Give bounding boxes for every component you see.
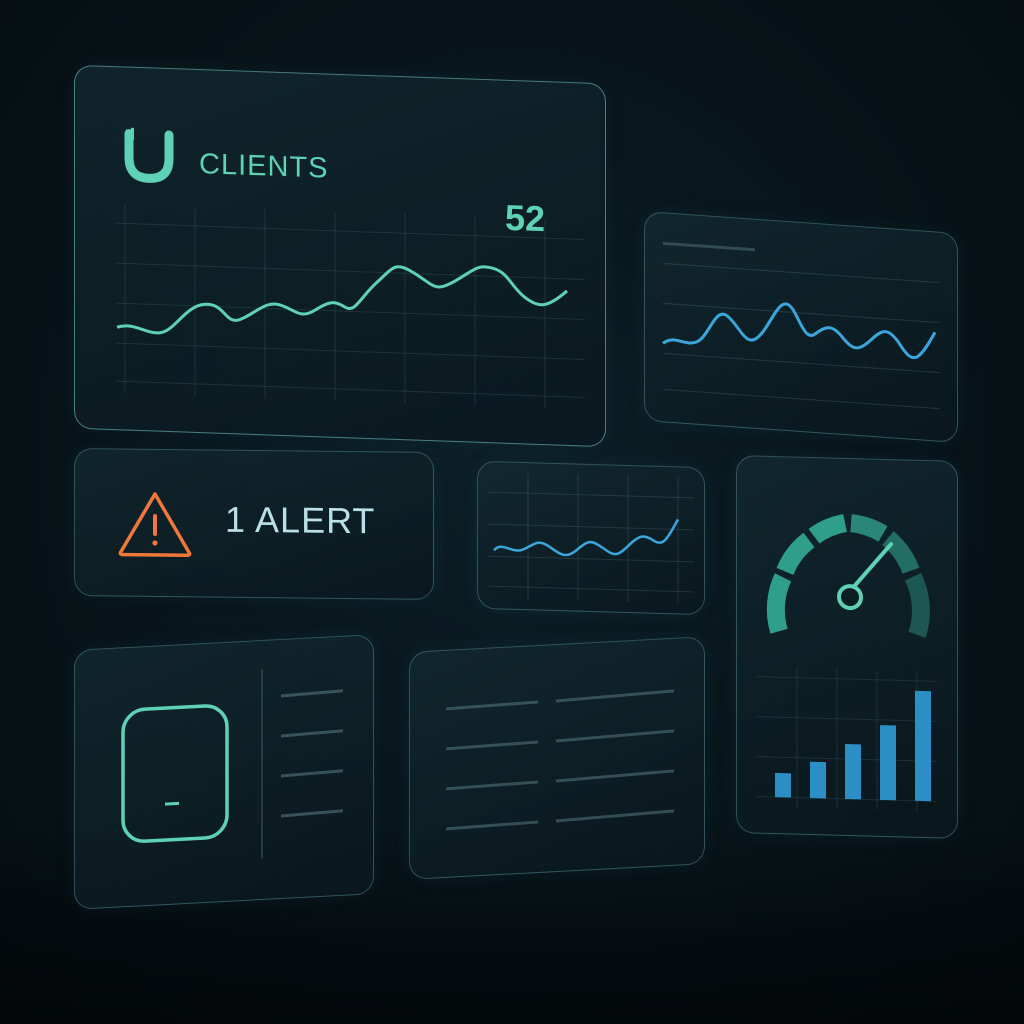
bar-1 [775, 772, 791, 798]
list-lines [445, 689, 675, 831]
mini-trend-card[interactable] [477, 460, 705, 616]
alert-text: 1 ALERT [225, 498, 376, 542]
clients-chart [115, 203, 585, 409]
traffic-trend-line [662, 302, 937, 360]
speedometer-icon [766, 514, 930, 638]
bar-3 [845, 743, 861, 800]
mini-trend-chart [488, 473, 694, 604]
traffic-card[interactable] [644, 211, 958, 443]
mini-trend-line [493, 518, 680, 557]
traffic-title-line [663, 241, 755, 252]
clients-label: CLIENTS [199, 148, 329, 185]
clients-card[interactable]: CLIENTS 52 [74, 64, 606, 448]
ubiquiti-u-icon [124, 127, 174, 183]
alert-card[interactable]: 1 ALERT [74, 448, 434, 600]
traffic-chart [662, 241, 939, 410]
device-details-lines [281, 689, 344, 818]
device-divider [261, 668, 263, 860]
bar-chart [757, 667, 937, 811]
device-card[interactable] [74, 634, 374, 910]
warning-triangle-icon [118, 492, 192, 558]
access-point-device-icon [121, 704, 229, 843]
bar-4 [880, 725, 896, 801]
clients-trend-line [116, 265, 569, 335]
bar-5 [915, 690, 931, 802]
bar-2 [810, 761, 826, 799]
list-card[interactable] [409, 636, 705, 880]
gauge-card[interactable] [736, 455, 958, 839]
